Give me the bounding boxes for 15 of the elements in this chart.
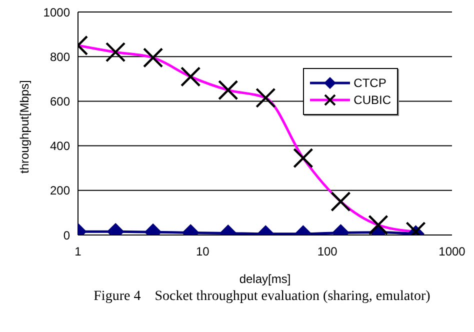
caption: Figure 4 Socket throughput evaluation (sharing, emulator)	[92, 289, 432, 305]
legend-label: CUBIC	[354, 93, 391, 107]
y-tick-label: 400	[50, 139, 70, 154]
x-tick-label: 10	[196, 244, 210, 259]
y-tick-label: 1000	[43, 5, 70, 20]
y-tick-label: 200	[50, 184, 70, 198]
y-tick-label: 600	[50, 94, 70, 108]
x-axis-title: delay[ms]	[239, 272, 291, 286]
x-tick-label: 100	[317, 244, 338, 259]
y-axis-title: throughput[Mbps]	[17, 80, 32, 174]
y-tick-label: 800	[50, 50, 70, 64]
legend-label: CTCP	[354, 76, 386, 90]
x-tick-label: 1	[74, 244, 82, 259]
x-tick-label: 1000	[438, 244, 466, 259]
y-tick-label: 0	[63, 228, 70, 242]
